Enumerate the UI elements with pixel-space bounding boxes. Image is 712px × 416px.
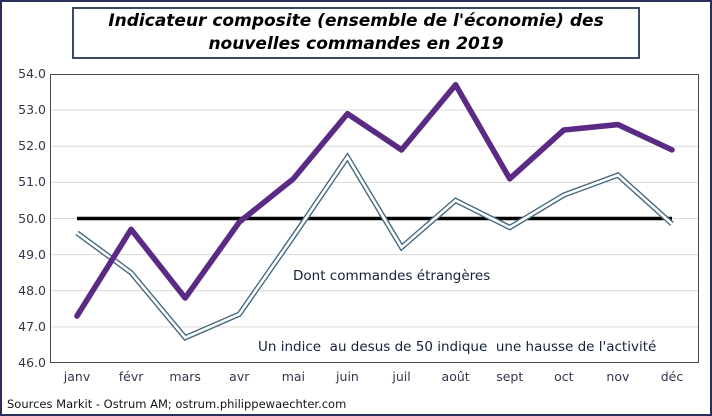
chart-canvas bbox=[50, 74, 699, 363]
x-axis-month-label: juil bbox=[392, 369, 411, 384]
y-axis-tick-label: 53.0 bbox=[18, 102, 46, 118]
y-axis-tick-label: 49.0 bbox=[18, 246, 46, 262]
y-axis-tick-label: 47.0 bbox=[18, 318, 46, 334]
x-axis-month-label: juin bbox=[336, 369, 359, 384]
x-axis-month-label: août bbox=[441, 369, 470, 384]
y-axis-tick-label: 52.0 bbox=[18, 138, 46, 154]
chart-title: Indicateur composite (ensemble de l'écon… bbox=[72, 7, 640, 59]
y-axis-tick-label: 51.0 bbox=[18, 174, 46, 190]
plot-area: Dont commandes étrangères Un indice au d… bbox=[50, 74, 699, 363]
y-axis-tick-label: 48.0 bbox=[18, 282, 46, 298]
y-axis-tick-label: 54.0 bbox=[18, 66, 46, 81]
foreign-orders-line bbox=[75, 152, 674, 341]
x-axis-month-label: mai bbox=[281, 369, 306, 384]
x-axis-month-label: nov bbox=[606, 369, 630, 384]
foreign-orders-line-inner bbox=[76, 154, 673, 340]
x-axis-month-label: oct bbox=[554, 369, 574, 384]
chart-title-line1: Indicateur composite (ensemble de l'écon… bbox=[108, 11, 604, 31]
y-axis-tick-label: 50.0 bbox=[18, 210, 46, 226]
x-axis-month-label: févr bbox=[118, 369, 144, 384]
x-axis-month-label: janv bbox=[63, 369, 91, 384]
x-axis-month-label: mars bbox=[169, 369, 201, 384]
x-axis-month-label: sept bbox=[496, 369, 524, 384]
x-axis-month-label: avr bbox=[229, 369, 250, 384]
composite-line bbox=[74, 82, 675, 319]
y-axis-tick-label: 46.0 bbox=[18, 355, 46, 370]
plot-border bbox=[50, 74, 699, 363]
annotation-threshold-note: Un indice au desus de 50 indique une hau… bbox=[258, 339, 657, 355]
annotation-foreign-orders: Dont commandes étrangères bbox=[293, 268, 491, 284]
source-caption: Sources Markit - Ostrum AM; ostrum.phili… bbox=[7, 397, 347, 411]
x-axis-month-label: déc bbox=[660, 369, 684, 384]
chart-title-line2: nouvelles commandes en 2019 bbox=[208, 34, 504, 54]
